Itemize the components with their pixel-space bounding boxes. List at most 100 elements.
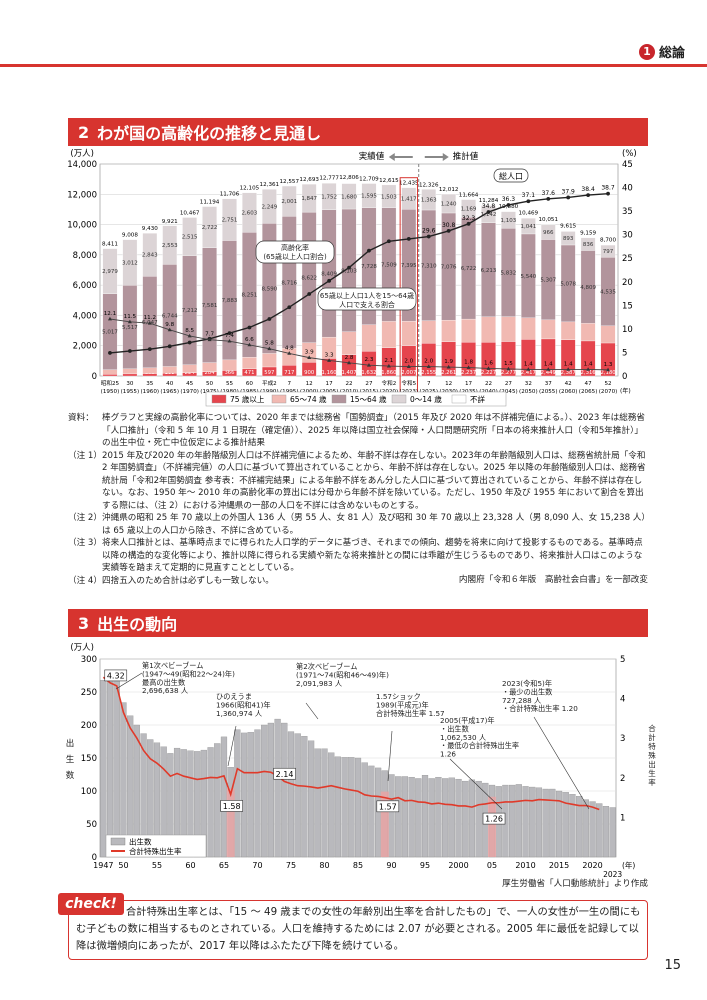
- left-tick-label: 10,000: [67, 221, 97, 231]
- births-bar: [301, 736, 308, 858]
- chapter-number-badge: 1: [638, 43, 655, 60]
- bar-value-label: 966: [543, 230, 554, 236]
- left-tick-label: 8,000: [73, 251, 97, 261]
- highlight-band: [226, 788, 235, 857]
- x-tick-label: 37: [545, 381, 553, 387]
- right-tick-label: 25: [622, 254, 633, 264]
- total-label: 10,880: [499, 204, 519, 210]
- legend-label: 合計特殊出生率: [129, 846, 182, 856]
- aging-rate-point: [167, 344, 172, 349]
- bar-segment: [441, 194, 456, 214]
- bar-value-label: 1,680: [341, 194, 357, 200]
- births-chart: 05010015020025030012345(万人)出生数合計特殊出生率4.3…: [66, 643, 657, 877]
- x-unit: (年): [620, 387, 631, 395]
- legend-swatch: [271, 394, 287, 404]
- births-bar: [261, 724, 268, 858]
- check-box: [68, 900, 648, 960]
- x-tick-label: 令和2: [382, 379, 397, 387]
- aging-rate-label: 38.4: [581, 186, 595, 193]
- value-label: 1.57: [379, 802, 397, 811]
- note-row: （注 3） 将来人口推計とは、基準時点までに得られた人口学的データに基づき、それま…: [68, 537, 648, 575]
- aging-rate-point: [546, 196, 551, 201]
- births-bar: [589, 801, 596, 858]
- births-bar: [247, 732, 254, 858]
- bar-segment: [202, 206, 217, 248]
- total-label: 8,700: [600, 237, 616, 243]
- bar-value-label: 7,076: [441, 265, 457, 271]
- bar-segment: [341, 183, 357, 210]
- bar-value-label: 1,169: [461, 206, 477, 212]
- bar-value-label: 2,155: [421, 370, 436, 376]
- section-2-notes: 資料： 棒グラフと実線の高齢化率については、2020 年までは総務省「国勢調査」（…: [68, 412, 648, 587]
- note-row: （注 4） 四捨五入のため合計は必ずしも一致しない。: [68, 575, 648, 588]
- bar-segment: [281, 185, 297, 217]
- x-tick-label: (1970): [180, 389, 199, 395]
- legend-label: 65〜74 歳: [290, 394, 327, 404]
- note-text: 2015 年及び2020 年の年齢階級別人口は不詳補完値によるため、年齢不詳は存…: [102, 450, 646, 511]
- bar-value-label: 8,590: [261, 286, 277, 292]
- births-bar: [375, 767, 382, 858]
- support-ratio-point: [386, 363, 391, 368]
- section-3-source: 厚生労働省「人口動態統計」より作成: [502, 879, 648, 889]
- support-ratio-label: 4.8: [285, 345, 294, 351]
- bar-value-label: 893: [563, 236, 574, 242]
- bar-segment: [321, 183, 337, 210]
- bar-segment: [102, 248, 118, 294]
- bar-value-label: 1,103: [501, 218, 517, 224]
- value-label: 2.14: [276, 770, 294, 779]
- bar-segment: [361, 324, 377, 352]
- callout-text: 高齢化率(65歳以上人口割合): [263, 243, 327, 261]
- check-label: check!: [58, 893, 124, 915]
- births-bar: [462, 780, 469, 858]
- left-tick-label: 150: [81, 754, 97, 764]
- left-axis-title: 出生数: [66, 738, 75, 781]
- bar-segment: [102, 369, 118, 375]
- bar-segment: [301, 183, 317, 213]
- annotation-2005: 2005(平成17)年・出生数 1,062,530 人・最低の合計特殊出生率 1.2…: [440, 716, 519, 759]
- births-bar: [421, 775, 429, 858]
- aging-rate-point: [386, 239, 391, 244]
- aging-rate-point: [367, 248, 371, 253]
- births-bar: [307, 740, 315, 858]
- bar-value-label: 7,509: [381, 263, 397, 269]
- births-bar: [368, 765, 375, 858]
- support-ratio-label: 2.0: [424, 359, 433, 365]
- births-bar: [106, 678, 114, 858]
- section-2-title: わが国の高齢化の推移と見通し: [97, 124, 322, 143]
- births-bar: [207, 747, 214, 858]
- left-unit: (万人): [70, 643, 94, 653]
- aging-rate-point: [247, 325, 252, 330]
- total-label: 10,051: [538, 217, 558, 223]
- note-row: （注 1） 2015 年及び2020 年の年齢階級別人口は不詳補完値によるため、年…: [68, 450, 648, 513]
- x-tick-label: (1965): [160, 389, 179, 395]
- support-ratio-point: [366, 362, 371, 367]
- aging-rate-label: 34.8: [482, 203, 496, 210]
- births-bar: [468, 779, 476, 858]
- left-tick-label: 6,000: [73, 281, 97, 291]
- tfr-line: [102, 676, 600, 811]
- bar-segment: [122, 239, 138, 286]
- total-label: 10,467: [180, 210, 200, 216]
- bar-value-label: 1,860: [381, 370, 397, 376]
- x-tick-label: (2050): [519, 389, 538, 395]
- callout-text: 65歳以上人口1人を15〜64歳人口で支える割合: [320, 291, 414, 309]
- legend-swatch: [451, 394, 467, 404]
- bar-value-label: 8,251: [242, 293, 258, 299]
- aging-rate-point: [606, 191, 610, 196]
- bar-value-label: 8,622: [301, 275, 317, 281]
- births-bar: [576, 796, 583, 858]
- leader-line: [533, 716, 590, 810]
- aging-rate-point: [526, 199, 531, 204]
- bar-value-label: 5,017: [102, 330, 118, 336]
- x-tick-label: 47: [585, 381, 593, 387]
- left-unit: (万人): [70, 149, 94, 159]
- x-tick-label: 75: [286, 861, 296, 870]
- bar-value-label: 797: [603, 249, 614, 255]
- bar-value-label: 1,595: [361, 194, 377, 200]
- support-ratio-label: 1.4: [524, 361, 533, 367]
- support-ratio-label: 2.0: [404, 359, 413, 365]
- bar-segment: [361, 183, 377, 208]
- total-label: 11,194: [200, 199, 220, 205]
- note-text: 将来人口推計とは、基準時点までに得られた人口学的データに基づき、それまでの傾向、…: [102, 538, 643, 573]
